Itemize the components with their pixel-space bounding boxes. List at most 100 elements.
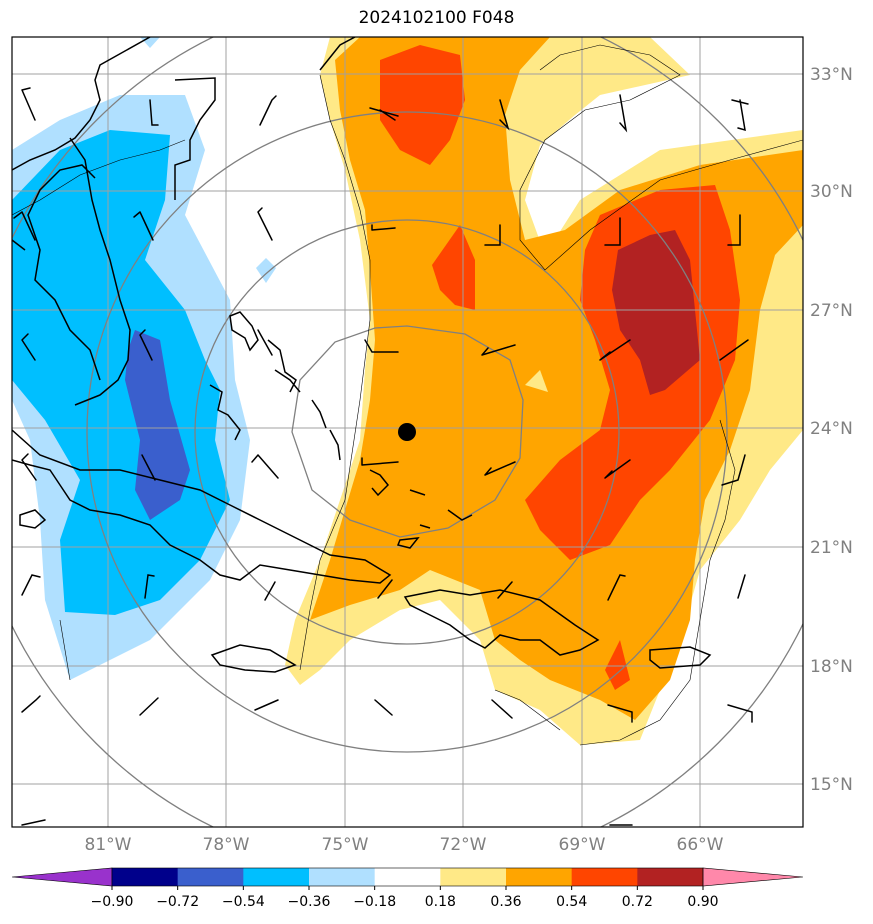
colorbar-segment (571, 868, 638, 886)
contour-orange-red (380, 45, 465, 165)
contour-light-blue (256, 258, 276, 283)
wind-barb (727, 704, 753, 723)
wind-barb (149, 99, 159, 126)
wind-barb (254, 699, 279, 711)
lon-label: 69°W (559, 835, 606, 855)
wind-barb (21, 574, 41, 596)
colorbar-label: 0.72 (622, 894, 653, 910)
wind-barb (21, 333, 36, 361)
bermuda-line (319, 37, 356, 71)
wind-barb (364, 339, 399, 353)
wind-barb (607, 704, 633, 723)
wind-barb (141, 454, 156, 481)
wind-barb (719, 339, 749, 361)
contour-light-yellow (525, 370, 548, 392)
wind-barb (21, 87, 36, 121)
colorbar-label: −0.18 (353, 894, 396, 910)
wind-barb (139, 697, 159, 716)
wind-barb (484, 461, 516, 476)
colorbar-segment (177, 868, 244, 886)
lat-label: 15°N (810, 775, 853, 795)
wind-barb (497, 581, 513, 599)
wind-barb (21, 819, 46, 826)
wind-barb (619, 94, 628, 133)
wind-barb (731, 99, 749, 132)
wind-barbs (13, 87, 753, 826)
wind-barb (251, 454, 279, 479)
wind-barb (737, 574, 746, 599)
wind-barb (604, 459, 631, 479)
lat-label: 33°N (810, 65, 853, 85)
jamaica-coast (210, 644, 297, 673)
wind-barb (484, 224, 501, 246)
colorbar-frame (111, 867, 704, 887)
wind-barb (139, 329, 153, 361)
wind-barb (721, 454, 746, 486)
wind-barb (499, 99, 510, 131)
wind-barb (481, 344, 516, 356)
contour-orange-red (605, 640, 630, 690)
florida-coast (12, 37, 151, 406)
lat-label: 18°N (810, 657, 853, 677)
map-title: 2024102100 F048 (358, 8, 515, 28)
range-ring (291, 325, 524, 538)
storm-center-marker (398, 423, 416, 441)
latitude-labels: 33°N 30°N 27°N 24°N 21°N 18°N 15°N (810, 65, 853, 795)
isle-of-youth (19, 509, 47, 529)
colorbar-extend-low (11, 867, 113, 887)
map-frame (11, 36, 804, 828)
positive-anomaly-field (285, 37, 803, 745)
colorbar-label: 0.36 (490, 894, 521, 910)
colorbar-segment (506, 868, 573, 886)
colorbar-segment (637, 868, 704, 886)
colorbar-segment (243, 868, 310, 886)
wind-barb (377, 579, 393, 599)
lat-label: 27°N (810, 301, 853, 321)
wind-barb (607, 574, 626, 601)
wind-barb (259, 95, 277, 126)
wind-barb (133, 211, 154, 241)
colorbar-label: −0.54 (222, 894, 265, 910)
wind-barb (491, 699, 513, 719)
bahamas-islands (209, 311, 473, 549)
colorbar-label: −0.72 (156, 894, 199, 910)
wind-barb (264, 581, 276, 601)
lon-label: 78°W (203, 835, 250, 855)
wind-barb (144, 574, 155, 599)
map-area (12, 37, 803, 827)
east-us-border (174, 77, 216, 200)
political-borders (12, 44, 803, 746)
wind-barb (21, 695, 41, 713)
wind-barb (13, 211, 36, 241)
cuba-coast (12, 429, 392, 584)
range-ring (194, 219, 620, 645)
wind-barb (369, 107, 399, 121)
colorbar: −0.90 −0.72 −0.54 −0.36 −0.18 0.18 0.36 0.54 0.7… (11, 867, 804, 910)
hispaniola-coast (403, 589, 600, 656)
wind-barb (21, 453, 37, 481)
colorbar-label: 0.18 (425, 894, 456, 910)
longitude-labels: 81°W 78°W 75°W 72°W 69°W 66°W (85, 835, 724, 855)
wind-barb (371, 224, 396, 231)
colorbar-segment (112, 868, 179, 886)
contour-blue (125, 330, 190, 520)
wind-barb (374, 699, 393, 716)
lat-label: 30°N (810, 182, 853, 202)
colorbar-label: −0.36 (288, 894, 331, 910)
wind-barb (257, 329, 273, 356)
lat-label: 21°N (810, 538, 853, 558)
lon-label: 66°W (677, 835, 724, 855)
range-ring (86, 111, 728, 753)
wind-barb (599, 339, 631, 361)
coastlines (12, 37, 712, 673)
colorbar-label: 0.54 (556, 894, 587, 910)
wind-barb (727, 214, 741, 246)
colorbar-label: −0.90 (91, 894, 134, 910)
contour-dark-red (612, 230, 700, 395)
lon-label: 72°W (440, 835, 487, 855)
lat-label: 24°N (810, 419, 853, 439)
range-rings (12, 37, 803, 827)
wind-barb (361, 457, 399, 466)
colorbar-label: 0.90 (687, 894, 718, 910)
